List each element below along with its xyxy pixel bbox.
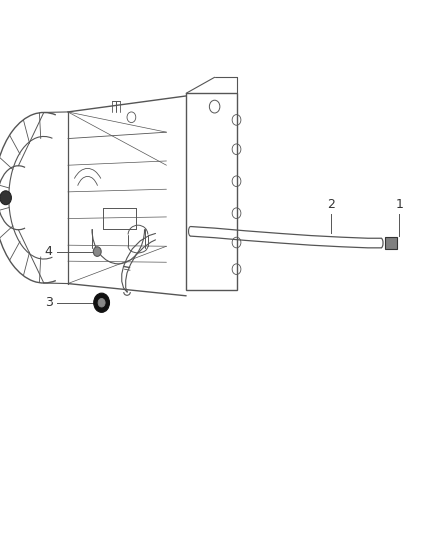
Bar (385, 237, 397, 249)
Text: 4: 4 (45, 245, 53, 258)
Circle shape (94, 293, 110, 312)
Text: 3: 3 (45, 296, 53, 309)
Circle shape (98, 298, 105, 307)
Text: 2: 2 (327, 198, 335, 211)
Text: 1: 1 (396, 198, 403, 211)
Circle shape (0, 191, 11, 205)
Circle shape (93, 247, 101, 256)
